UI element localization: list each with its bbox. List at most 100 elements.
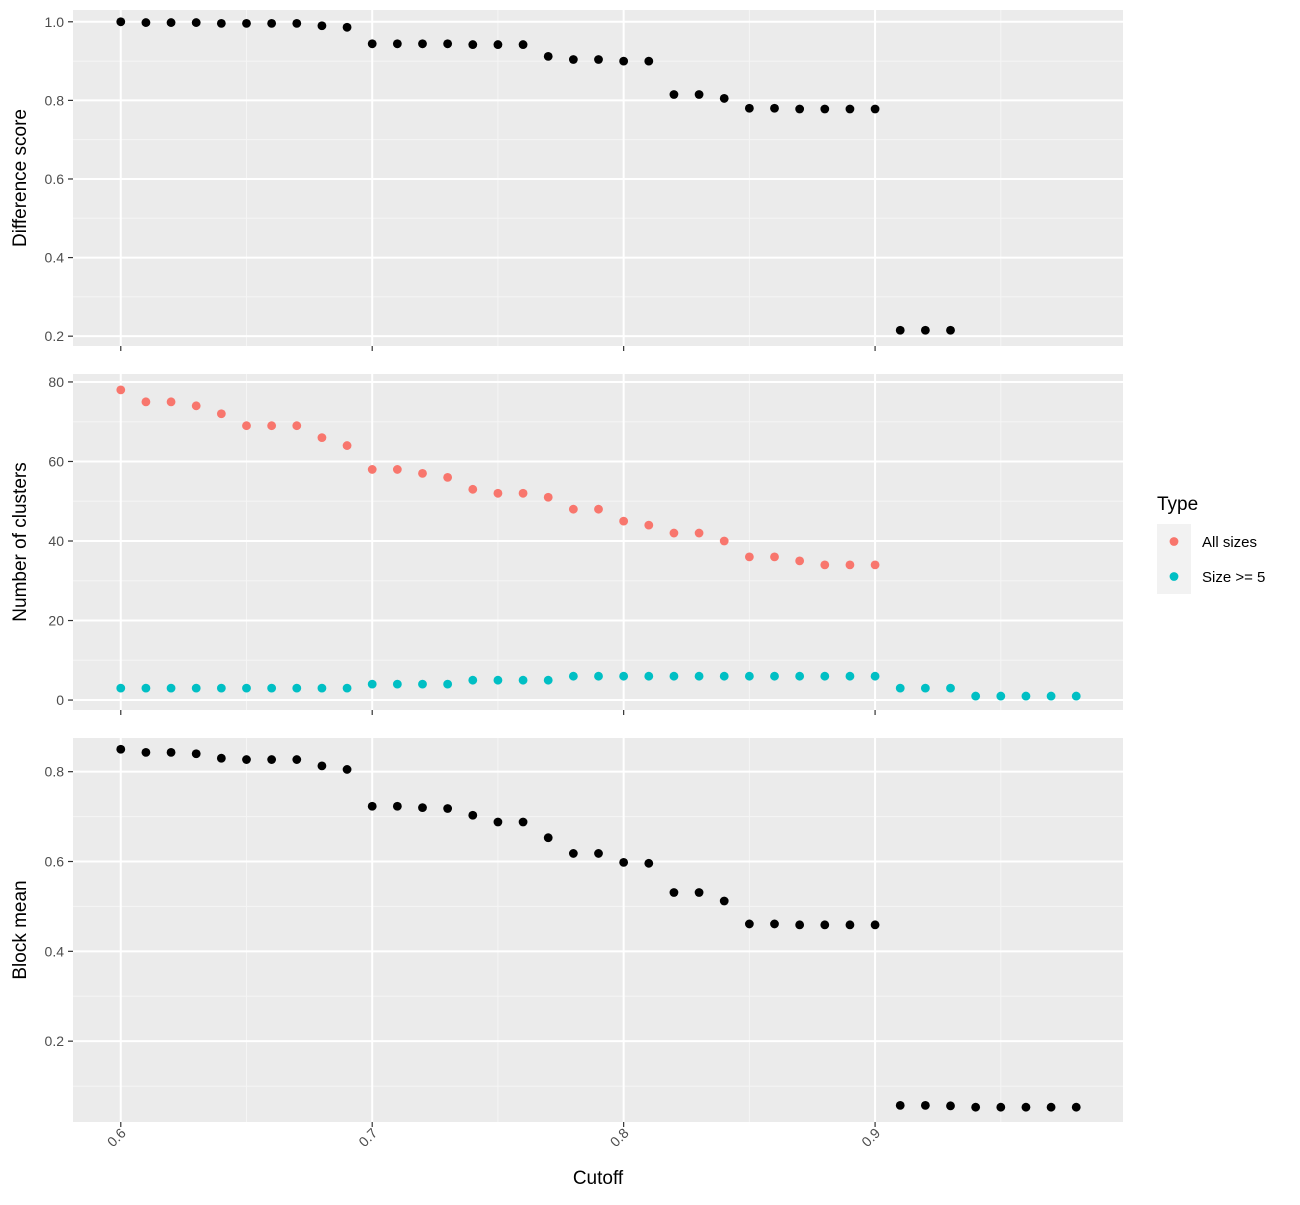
data-point — [543, 833, 553, 843]
data-point — [895, 325, 905, 335]
legend-key-point — [1169, 537, 1179, 546]
data-point — [242, 755, 251, 764]
data-point — [744, 103, 754, 113]
data-point — [694, 528, 704, 538]
y-tick-label: 0.2 — [45, 1033, 65, 1049]
data-point — [744, 552, 754, 562]
y-tick-label: 0.8 — [45, 92, 65, 108]
y-axis-label: Difference score — [10, 109, 31, 247]
data-point — [568, 504, 578, 514]
legend-label: Size >= 5 — [1202, 569, 1265, 586]
data-point — [820, 920, 830, 930]
data-point — [166, 18, 176, 27]
x-tick-label: 0.6 — [104, 1125, 129, 1150]
data-point — [820, 560, 830, 570]
data-point — [443, 804, 453, 813]
data-point — [719, 94, 729, 103]
y-axis-label: Number of clusters — [10, 462, 31, 621]
data-point — [946, 325, 955, 335]
data-point — [820, 104, 830, 114]
data-point — [870, 104, 880, 114]
data-point — [166, 683, 176, 693]
data-point — [845, 671, 855, 681]
data-point — [166, 747, 176, 757]
data-point — [820, 671, 830, 681]
data-point — [694, 671, 704, 681]
data-point — [845, 560, 855, 570]
data-point — [895, 1100, 905, 1110]
data-point — [191, 18, 201, 27]
data-point — [719, 536, 729, 546]
data-point — [619, 671, 629, 681]
data-point — [267, 755, 277, 764]
data-point — [971, 691, 981, 701]
data-point — [418, 803, 427, 813]
y-axis-label: Block mean — [10, 880, 31, 979]
data-point — [392, 679, 402, 689]
data-point — [342, 441, 352, 450]
data-point — [669, 528, 679, 538]
y-tick-label: 20 — [48, 613, 64, 629]
y-tick-label: 60 — [48, 453, 64, 469]
y-tick-label: 80 — [48, 374, 64, 390]
data-point — [443, 39, 453, 49]
data-point — [191, 749, 201, 759]
series-values — [116, 744, 1081, 1112]
data-point — [392, 465, 402, 474]
data-point — [845, 104, 855, 114]
data-point — [870, 920, 880, 930]
y-tick-label: 0 — [56, 692, 64, 708]
data-point — [317, 433, 327, 443]
x-tick-label: 0.7 — [355, 1125, 380, 1150]
data-point — [443, 472, 453, 482]
data-point — [870, 560, 880, 570]
data-point — [946, 1101, 955, 1111]
data-point — [543, 492, 553, 502]
data-point — [543, 51, 553, 61]
data-point — [267, 683, 277, 693]
data-point — [619, 56, 629, 66]
data-point — [166, 397, 176, 407]
data-point — [216, 18, 226, 28]
data-point — [669, 671, 679, 681]
data-point — [920, 683, 930, 693]
data-point — [744, 671, 754, 681]
data-point — [568, 671, 578, 681]
data-point — [141, 18, 151, 27]
data-point — [594, 55, 603, 64]
data-point — [267, 421, 277, 431]
data-point — [719, 896, 729, 906]
data-point — [669, 888, 679, 897]
data-point — [795, 556, 805, 566]
data-point — [594, 671, 603, 681]
data-point — [418, 469, 427, 478]
data-point — [946, 683, 955, 693]
data-point — [518, 488, 528, 498]
data-point — [594, 504, 603, 514]
data-point — [317, 683, 327, 693]
y-tick-label: 40 — [48, 533, 64, 549]
data-point — [367, 39, 377, 49]
data-point — [644, 671, 654, 681]
data-point — [141, 683, 151, 693]
data-point — [292, 755, 302, 764]
data-point — [795, 104, 805, 114]
y-tick-label: 0.2 — [45, 328, 65, 344]
y-tick-label: 0.6 — [45, 171, 65, 187]
data-point — [468, 484, 478, 494]
data-point — [493, 488, 503, 498]
legend-label: All sizes — [1202, 534, 1257, 551]
data-point — [518, 675, 528, 685]
data-point — [644, 520, 654, 530]
data-point — [216, 683, 226, 693]
data-point — [317, 761, 327, 771]
data-point — [493, 40, 503, 49]
data-point — [1046, 691, 1056, 701]
data-point — [317, 21, 327, 31]
data-point — [342, 683, 352, 693]
data-point — [619, 516, 629, 526]
data-point — [292, 421, 302, 431]
data-point — [795, 671, 805, 681]
